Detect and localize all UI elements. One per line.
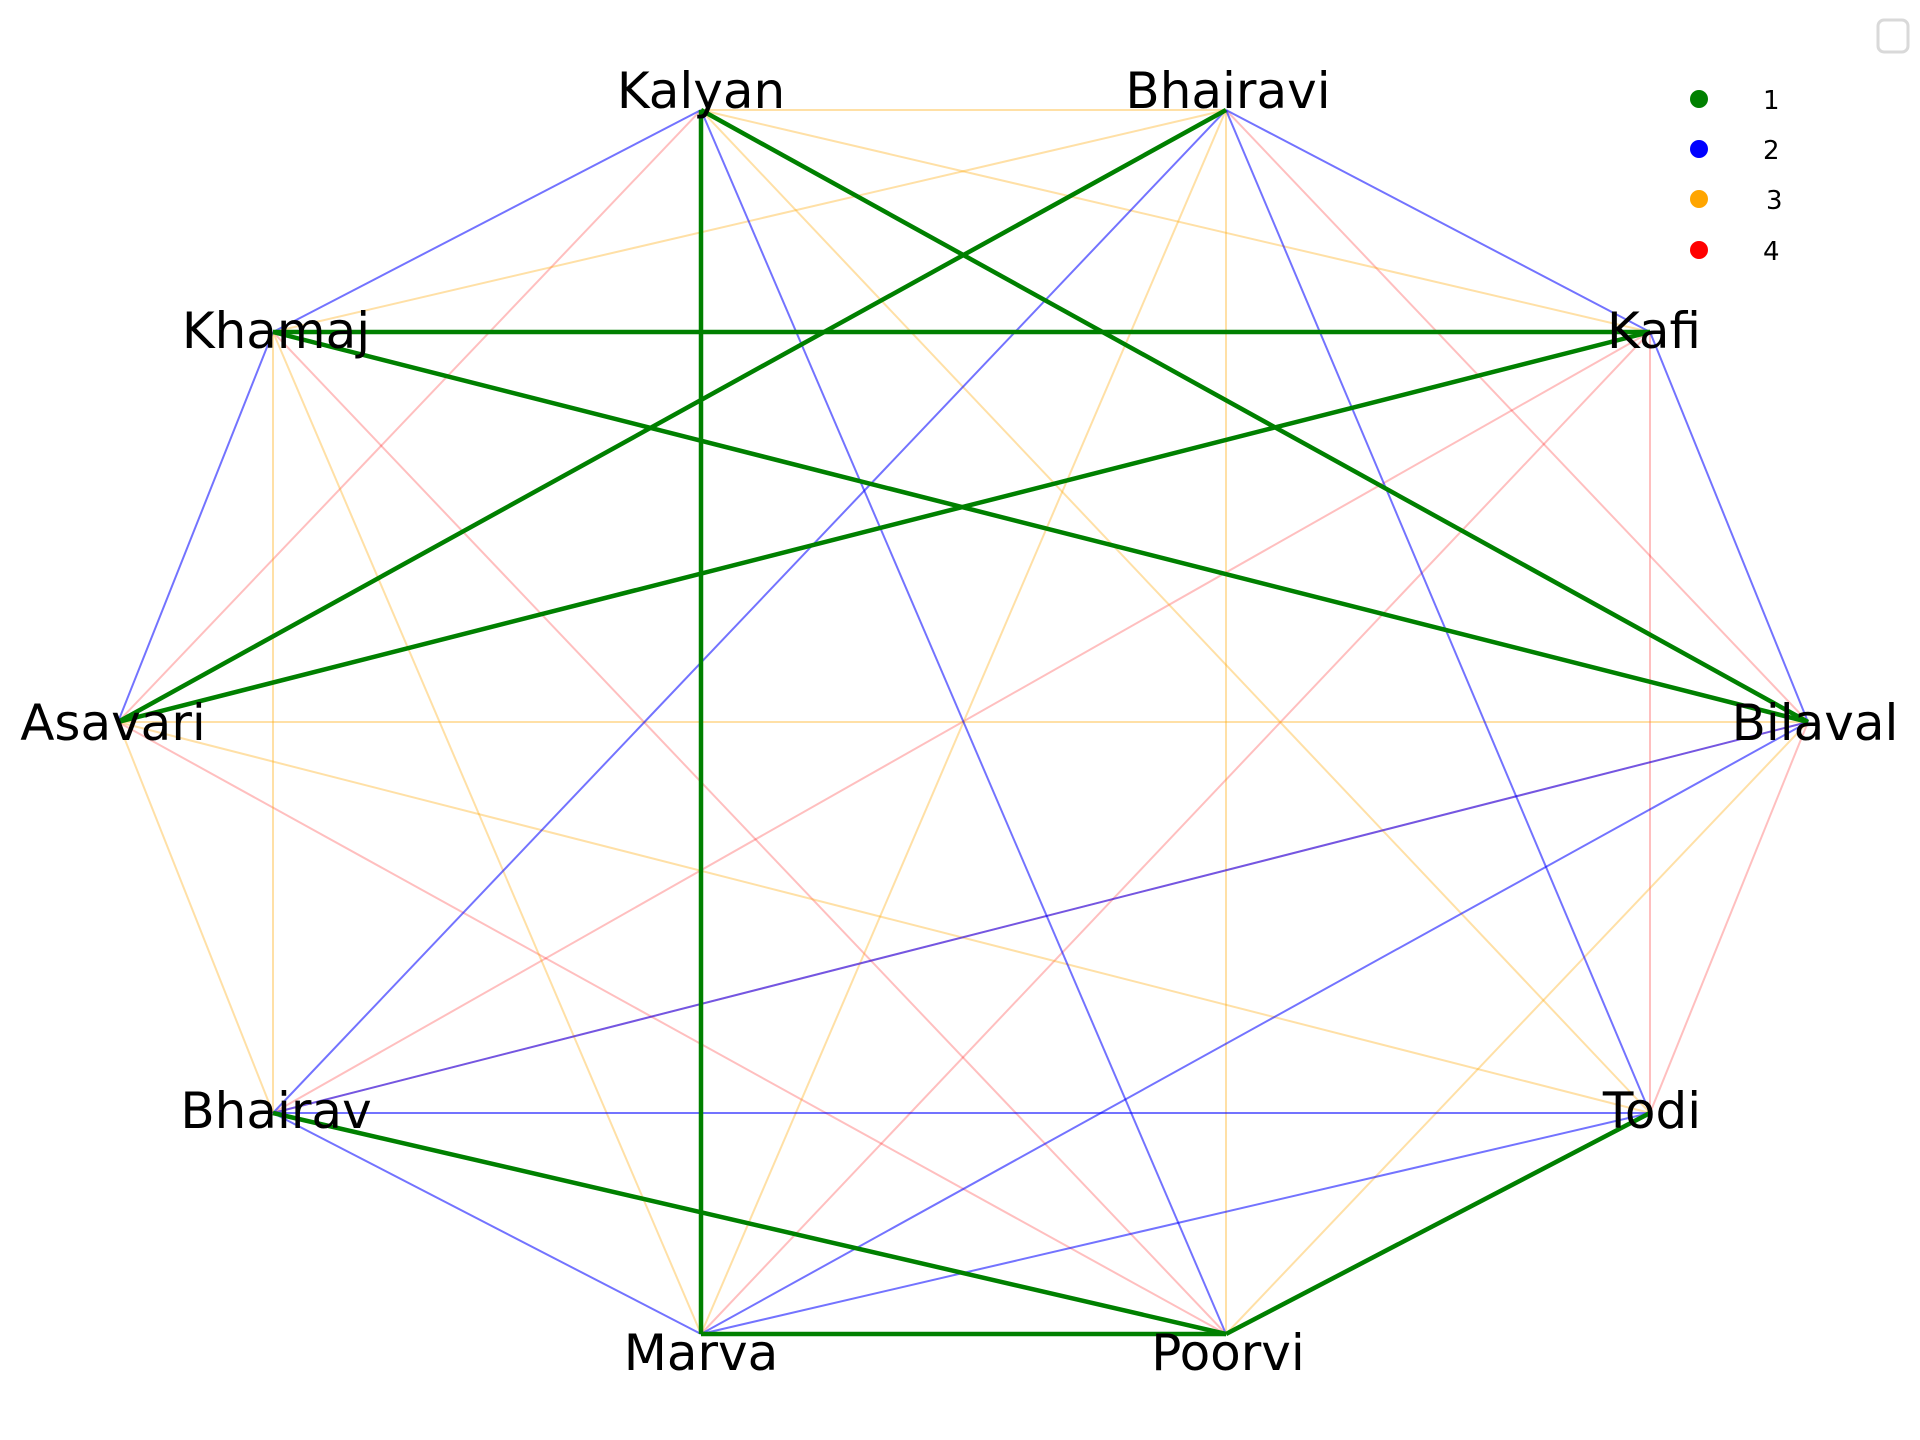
legend-label-4: 4 (1763, 237, 1780, 267)
legend-label-3: 3 (1766, 186, 1783, 216)
edge-kafi-bilaval (1649, 331, 1809, 723)
edge-bhairavi-kafi (1225, 109, 1651, 333)
edge-bhairavi-todi (1225, 109, 1651, 1114)
edge-bilaval-marva (700, 721, 1809, 1335)
edge-kalyan-kafi (700, 109, 1651, 333)
node-label-marva: Marva (624, 1324, 779, 1382)
node-label-bilaval: Bilaval (1732, 694, 1899, 752)
edge-kalyan-poorvi (700, 109, 1227, 1335)
legend-marker-2 (1690, 140, 1708, 158)
node-label-poorvi: Poorvi (1151, 1324, 1305, 1382)
legend-toggle-checkbox[interactable] (1876, 18, 1910, 54)
legend-label-1: 1 (1763, 86, 1780, 116)
legend-label-2: 2 (1763, 136, 1780, 166)
edge-kafi-asavari (117, 329, 1651, 725)
node-label-kalyan: Kalyan (617, 62, 785, 120)
edge-bhairavi-bhairav (272, 109, 1227, 1114)
edge-khamaj-bilaval (272, 329, 1809, 725)
edge-kafi-marva (700, 331, 1651, 1335)
edge-kalyan-bilaval (699, 108, 1810, 724)
edge-kalyan-khamaj (272, 109, 702, 333)
edge-bhairavi-bilaval (1225, 109, 1809, 723)
edge-bilaval-poorvi (1225, 721, 1809, 1335)
node-label-bhairavi: Bhairavi (1125, 62, 1330, 120)
edge-bhairav-poorvi (272, 1110, 1227, 1337)
edge-asavari-todi (117, 721, 1651, 1114)
edge-bilaval-todi (1649, 721, 1809, 1114)
edge-kalyan-asavari (117, 109, 702, 723)
node-label-bhairav: Bhairav (180, 1082, 371, 1140)
node-label-khamaj: Khamaj (182, 302, 370, 360)
edge-todi-poorvi (1224, 1111, 1652, 1336)
edge-khamaj-marva (272, 331, 702, 1335)
edge-khamaj-poorvi (272, 331, 1227, 1335)
edge-kafi-bhairav (272, 331, 1651, 1114)
node-label-asavari: Asavari (20, 694, 206, 752)
legend-marker-3 (1690, 190, 1708, 208)
edge-bilaval-bhairav (272, 721, 1809, 1114)
node-label-kafi: Kafi (1607, 302, 1701, 360)
legend-marker-1 (1690, 90, 1708, 108)
edge-khamaj-asavari (117, 331, 274, 723)
node-label-todi: Todi (1602, 1082, 1701, 1140)
legend-marker-4 (1690, 241, 1708, 259)
edges-layer (116, 108, 1810, 1337)
node-labels-layer: Kalyan Bhairavi Kafi Bilaval Todi Poorvi Marva… (20, 62, 1898, 1382)
edge-bhairavi-asavari (116, 108, 1228, 724)
edge-bhairav-marva (272, 1112, 702, 1335)
legend: 1 2 3 4 (1690, 18, 1910, 267)
edge-todi-marva (700, 1112, 1651, 1335)
edge-asavari-bhairav (117, 721, 274, 1114)
edge-kalyan-todi (700, 109, 1651, 1114)
edge-asavari-poorvi (117, 721, 1227, 1335)
